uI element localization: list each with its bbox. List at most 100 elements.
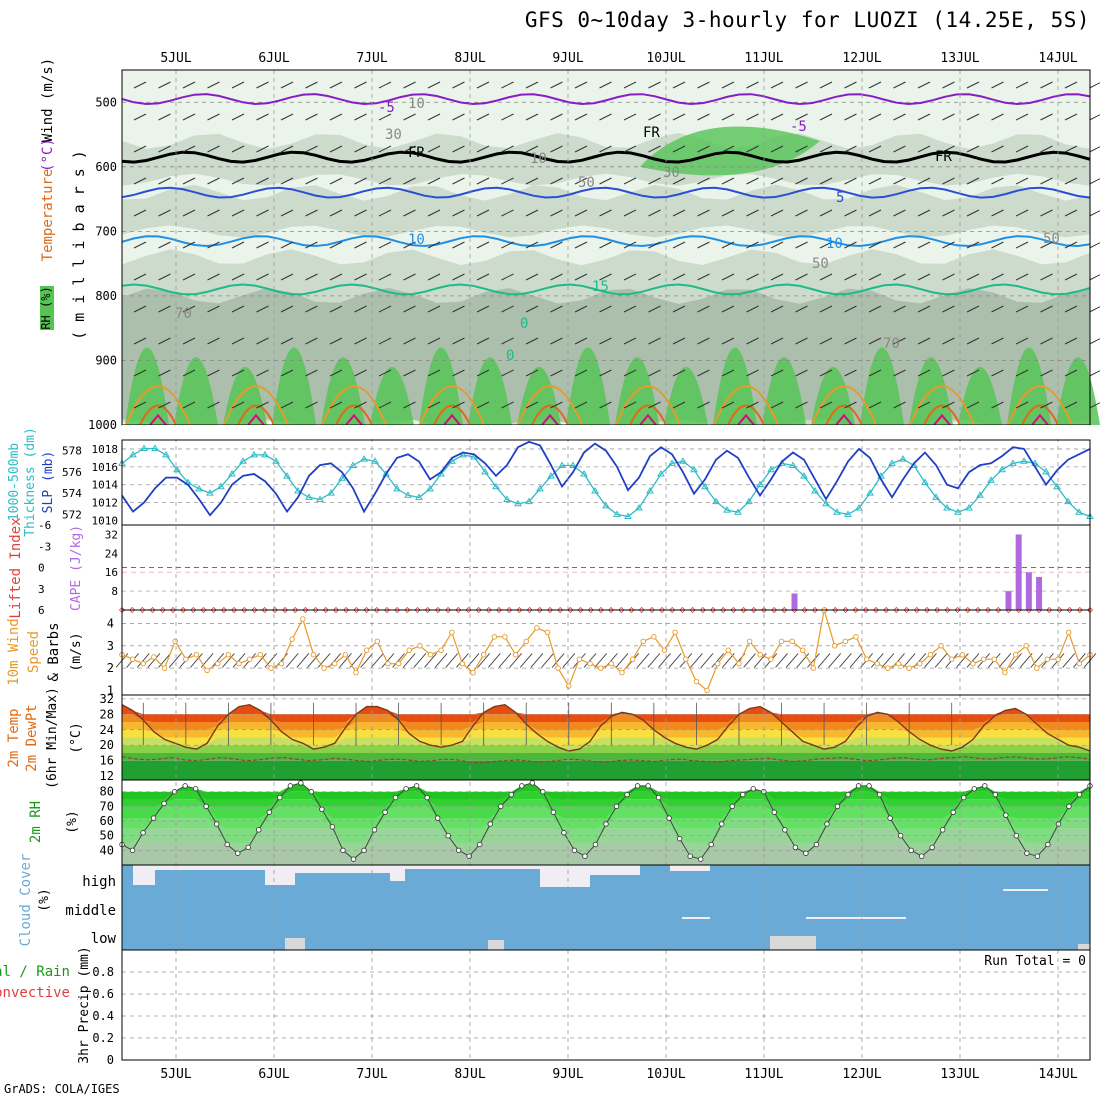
wind-barb [721,145,735,153]
wind-barb [424,653,437,668]
wind-barb [775,653,788,668]
rh-plume [272,347,316,425]
rh-point [992,791,999,798]
wind-barb [403,369,416,377]
wind-barb [354,113,367,121]
high-cloud [405,865,540,869]
wind-barb [917,337,931,345]
wind-barb [838,653,852,668]
rh-point [424,794,430,801]
rh-point [329,824,336,830]
wind-barb [819,145,833,153]
thickness-point [899,455,907,462]
date-top: 9JUL [552,51,583,66]
rh-point [445,832,451,839]
rh-point [382,809,388,815]
wind-speed-point [512,651,519,658]
wind-barb [231,369,245,377]
boundary-arch-core [737,413,755,426]
wind-barb [231,209,245,217]
wind-barb [329,177,343,185]
wind-barb [133,177,147,185]
thickness-tick: 574 [62,487,82,500]
wind-barb [550,401,563,409]
wind-speed-point [885,665,891,671]
wind-barb [819,113,833,121]
wind-speed-point [523,638,529,645]
wind-barb [452,401,465,409]
wind-barb [231,305,245,313]
thickness-point [822,499,830,507]
wind-barb [402,653,416,668]
ylabel-cape: CAPE (J/kg) [69,525,84,611]
thickness-point [239,457,247,464]
wind-barb [378,241,392,249]
wind-barb [158,337,171,345]
temp-tick: 12 [100,769,114,783]
wind-barb [868,305,882,313]
wind-barb [697,177,710,185]
wind-barb [1015,273,1029,281]
wind-barb [476,337,490,345]
wind-barb [795,369,808,377]
wind-barb [697,113,710,121]
rh-point [529,780,536,786]
thickness-point [294,487,302,494]
wind-barb [207,401,220,409]
wind-barb [672,337,686,345]
rh-point [676,835,683,842]
wind-barb [207,113,220,121]
wind-barb [329,369,343,377]
wind-barb [942,81,955,89]
wind-barb [819,177,833,185]
rh-point [1055,821,1062,827]
wind-barb [672,113,686,121]
wind-barb [690,653,703,668]
wind-barb [530,653,544,668]
wind-barb [934,653,948,668]
wind-barb [893,81,906,89]
wind-barb [427,337,441,345]
rh-point [477,841,483,848]
wind-barb [1015,337,1029,345]
wind-speed-point [374,638,381,645]
contour-label: 10 [408,232,425,248]
ylabel-pressure: ( m i l l i b a r s ) [70,150,88,340]
wind-barb [378,369,392,377]
wind-barb [403,241,416,249]
wind-barb [158,369,171,377]
wind-barb [476,369,490,377]
wind-barb [648,337,661,345]
wind-barb [403,81,416,89]
wind-barb [615,653,629,668]
thickness-slp-panel [118,440,1094,519]
wind-barb [1015,177,1029,185]
wind-barb [280,177,294,185]
boundary-arch-inner [237,404,275,426]
wind-barb [942,337,955,345]
wind-barb [746,369,759,377]
wind-barb [991,241,1004,249]
contour-label: 0 [506,348,514,364]
wind-barb [942,273,955,281]
wind-barb [746,273,759,281]
wind-barb [1040,337,1053,345]
wind-barb [1064,113,1078,121]
wind-barb [844,113,857,121]
high-cloud [133,865,155,885]
ylabel-cloud: Cloud Cover [18,854,34,947]
wind-barb [817,653,831,668]
wind-speed-point [278,660,285,667]
wind-barb [256,273,269,281]
rh-legend-swatch [40,286,54,330]
wind-barb [819,369,833,377]
wind-barb [795,145,808,153]
wind-barb [354,177,367,185]
temp-band [122,753,1090,761]
thickness-point [712,497,720,505]
ylabel-temperature: Temperature [40,169,56,262]
wind-barb [550,241,563,249]
wind-barb [307,653,320,668]
wind-barb [427,209,441,217]
precip-tick: 0.8 [92,965,114,979]
